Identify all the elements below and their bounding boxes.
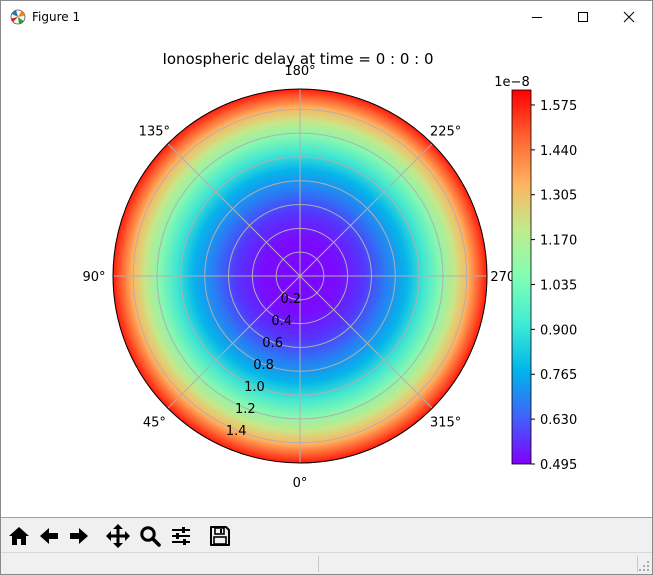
arrow-right-icon [70,528,88,544]
zoom-icon [140,526,161,547]
radial-tick-label: 1.4 [226,424,247,439]
radial-tick-label: 1.0 [244,380,265,395]
save-button[interactable] [207,524,233,548]
colorbar-ticks: 0.495 0.630 0.765 0.900 1.035 1.170 1.305 1.440… [531,99,577,473]
theta-tick-label: 90° [82,270,105,285]
theta-tick-label: 45° [143,416,166,431]
colorbar-tick-label: 0.495 [540,458,577,473]
sliders-icon [172,527,190,545]
status-separator [637,556,638,572]
radial-tick-label: 0.4 [271,314,292,329]
theta-tick-label: 180° [284,64,315,79]
colorbar-tick-label: 0.765 [540,368,577,383]
theta-gridline [299,143,433,277]
colorbar-tick-label: 0.630 [540,413,577,428]
close-button[interactable] [606,1,652,33]
colorbar-offset-label: 1e−8 [494,75,529,90]
window-title: Figure 1 [32,10,81,24]
radial-gridline [132,108,468,444]
radial-tick-label: 0.8 [253,358,274,373]
radial-gridline [228,204,372,348]
radial-gridline [204,180,396,372]
close-icon [623,11,635,23]
back-button[interactable] [36,524,62,548]
zoom-button[interactable] [137,524,163,548]
radial-gridline [251,227,349,325]
colorbar-tick-label: 1.440 [540,144,577,159]
title-bar: Figure 1 [1,1,652,33]
polar-grid [113,89,487,463]
status-separator [318,556,319,572]
radial-gridline [156,132,444,420]
move-icon [106,524,130,548]
radial-tick-labels: 0.2 0.4 0.6 0.8 1.0 1.2 1.4 [226,292,301,439]
radial-tick-label: 1.2 [235,402,256,417]
colorbar-tick-label: 1.305 [540,189,577,204]
theta-tick-label: 225° [430,124,461,139]
colorbar-tick-label: 1.170 [540,234,577,249]
theta-tick-label: 135° [139,124,170,139]
theta-gridline [167,275,301,409]
home-button[interactable] [6,524,32,548]
radial-gridline [180,156,420,396]
theta-gridline [299,275,433,409]
radial-tick-label: 0.2 [281,292,302,307]
colorbar-tick-label: 1.035 [540,278,577,293]
minimize-icon [532,17,542,18]
maximize-button[interactable] [560,1,606,33]
radial-tick-label: 0.6 [262,336,283,351]
polar-frame [112,88,488,464]
figure-canvas[interactable]: Ionospheric delay at time = 0 : 0 : 0 0°… [1,33,652,517]
arrow-left-icon [40,528,58,544]
maximize-icon [578,12,588,22]
colorbar-tick-label: 1.575 [540,99,577,114]
polar-plot: Ionospheric delay at time = 0 : 0 : 0 0°… [82,50,577,491]
navigation-toolbar [1,517,652,552]
home-icon [9,527,29,545]
status-bar [1,552,652,574]
colorbar-tick-label: 0.900 [540,323,577,338]
resize-grip-icon[interactable] [638,560,650,572]
theta-gridline [167,143,301,277]
save-icon [210,526,230,546]
forward-button[interactable] [66,524,92,548]
radial-gridline [275,251,325,301]
minimize-button[interactable] [514,1,560,33]
matplotlib-logo-icon[interactable] [10,9,26,25]
subplots-button[interactable] [168,524,194,548]
chart-title: Ionospheric delay at time = 0 : 0 : 0 [162,50,433,68]
theta-tick-label: 0° [293,476,308,491]
theta-tick-label: 315° [430,416,461,431]
colorbar [511,89,532,465]
pan-button[interactable] [105,524,131,548]
